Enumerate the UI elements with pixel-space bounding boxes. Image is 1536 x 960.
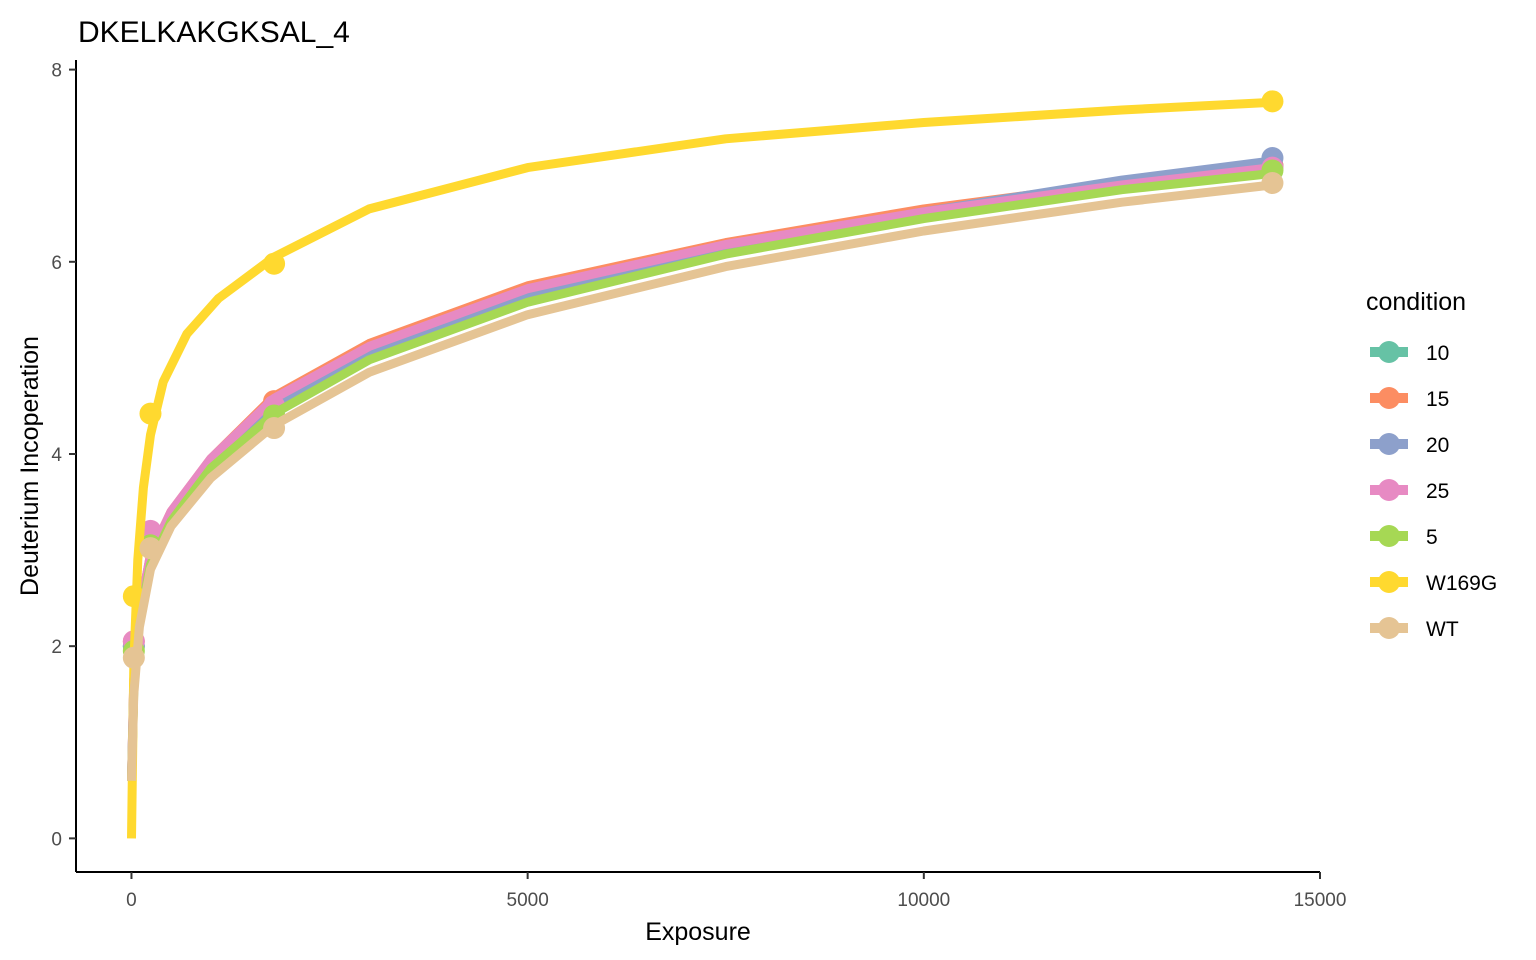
data-point-wt-1 bbox=[139, 537, 162, 560]
data-point-w169g-3 bbox=[1261, 90, 1284, 113]
legend: condition 10 15 20 25 5 W169G WT bbox=[1366, 288, 1497, 641]
data-point-wt-3 bbox=[1261, 172, 1284, 195]
y-tick-label-8: 8 bbox=[51, 61, 62, 82]
x-tick-label-5000: 5000 bbox=[507, 890, 549, 911]
x-tick-label-10000: 10000 bbox=[897, 890, 950, 911]
y-axis-ticks: 0 2 4 6 8 bbox=[51, 61, 76, 850]
y-tick-label-6: 6 bbox=[51, 253, 62, 274]
legend-label-15: 15 bbox=[1426, 388, 1449, 411]
legend-key-point-10 bbox=[1378, 341, 1400, 363]
data-point-w169g-0 bbox=[122, 585, 145, 608]
data-point-wt-2 bbox=[263, 417, 286, 440]
data-point-w169g-1 bbox=[139, 402, 162, 425]
y-axis-label: Deuterium Incoperation bbox=[16, 336, 44, 596]
y-tick-label-2: 2 bbox=[51, 637, 62, 658]
legend-key-point-wt bbox=[1378, 617, 1400, 639]
legend-label-w169g: W169G bbox=[1426, 572, 1497, 595]
legend-key-point-5 bbox=[1378, 525, 1400, 547]
legend-key-point-15 bbox=[1378, 387, 1400, 409]
plot-area bbox=[122, 90, 1284, 839]
legend-key-point-w169g bbox=[1378, 571, 1400, 593]
x-axis-ticks: 0 5000 10000 15000 bbox=[126, 872, 1346, 911]
data-point-wt-0 bbox=[122, 646, 145, 669]
legend-label-25: 25 bbox=[1426, 480, 1449, 503]
legend-key-point-20 bbox=[1378, 433, 1400, 455]
y-tick-label-0: 0 bbox=[51, 829, 62, 850]
series-line-5 bbox=[127, 168, 1273, 781]
legend-key-point-25 bbox=[1378, 479, 1400, 501]
chart-title: DKELKAKGKSAL_4 bbox=[78, 16, 350, 49]
legend-label-wt: WT bbox=[1426, 618, 1459, 641]
legend-title: condition bbox=[1366, 288, 1466, 316]
legend-label-5: 5 bbox=[1426, 526, 1438, 549]
x-axis-label: Exposure bbox=[645, 918, 751, 946]
legend-label-20: 20 bbox=[1426, 434, 1449, 457]
series-line-wt bbox=[127, 180, 1274, 781]
series-line-w169g bbox=[127, 97, 1273, 839]
data-point-w169g-2 bbox=[263, 252, 286, 275]
x-tick-label-0: 0 bbox=[126, 890, 137, 911]
y-tick-label-4: 4 bbox=[51, 445, 62, 466]
legend-label-10: 10 bbox=[1426, 342, 1449, 365]
x-tick-label-15000: 15000 bbox=[1294, 890, 1347, 911]
